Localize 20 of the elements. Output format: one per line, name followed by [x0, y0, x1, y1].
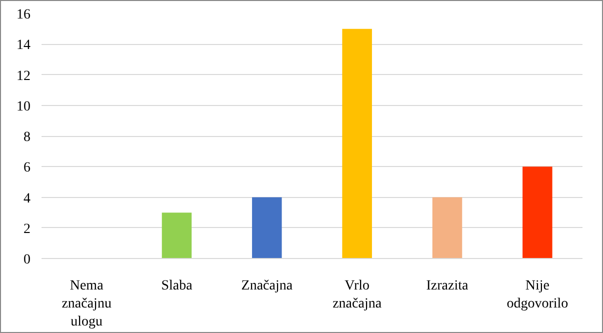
y-tick-label: 4: [24, 191, 30, 206]
y-tick-label: 2: [24, 222, 30, 237]
y-tick-label: 6: [24, 160, 30, 176]
bar: [342, 28, 372, 258]
bar: [252, 197, 282, 258]
x-tick-label: Izrazita: [426, 278, 470, 294]
y-tick-label: 0: [24, 252, 30, 268]
x-tick-label: Značajna: [241, 278, 294, 294]
x-tick-label: Vrlo značajna: [332, 278, 382, 312]
y-tick-label: 14: [16, 38, 30, 54]
x-tick-label: Nema značajnu ulogu: [62, 278, 112, 330]
x-tick-label: Slaba: [161, 278, 194, 294]
y-tick-label: 12: [16, 68, 30, 84]
x-tick-label: Nije odgovorilo: [506, 278, 568, 312]
y-tick-label: 16: [16, 8, 30, 22]
y-tick-label: 10: [16, 99, 30, 114]
y-tick-label: 8: [24, 130, 30, 145]
bar: [162, 212, 192, 258]
bar: [432, 197, 462, 258]
bar: [522, 166, 552, 258]
